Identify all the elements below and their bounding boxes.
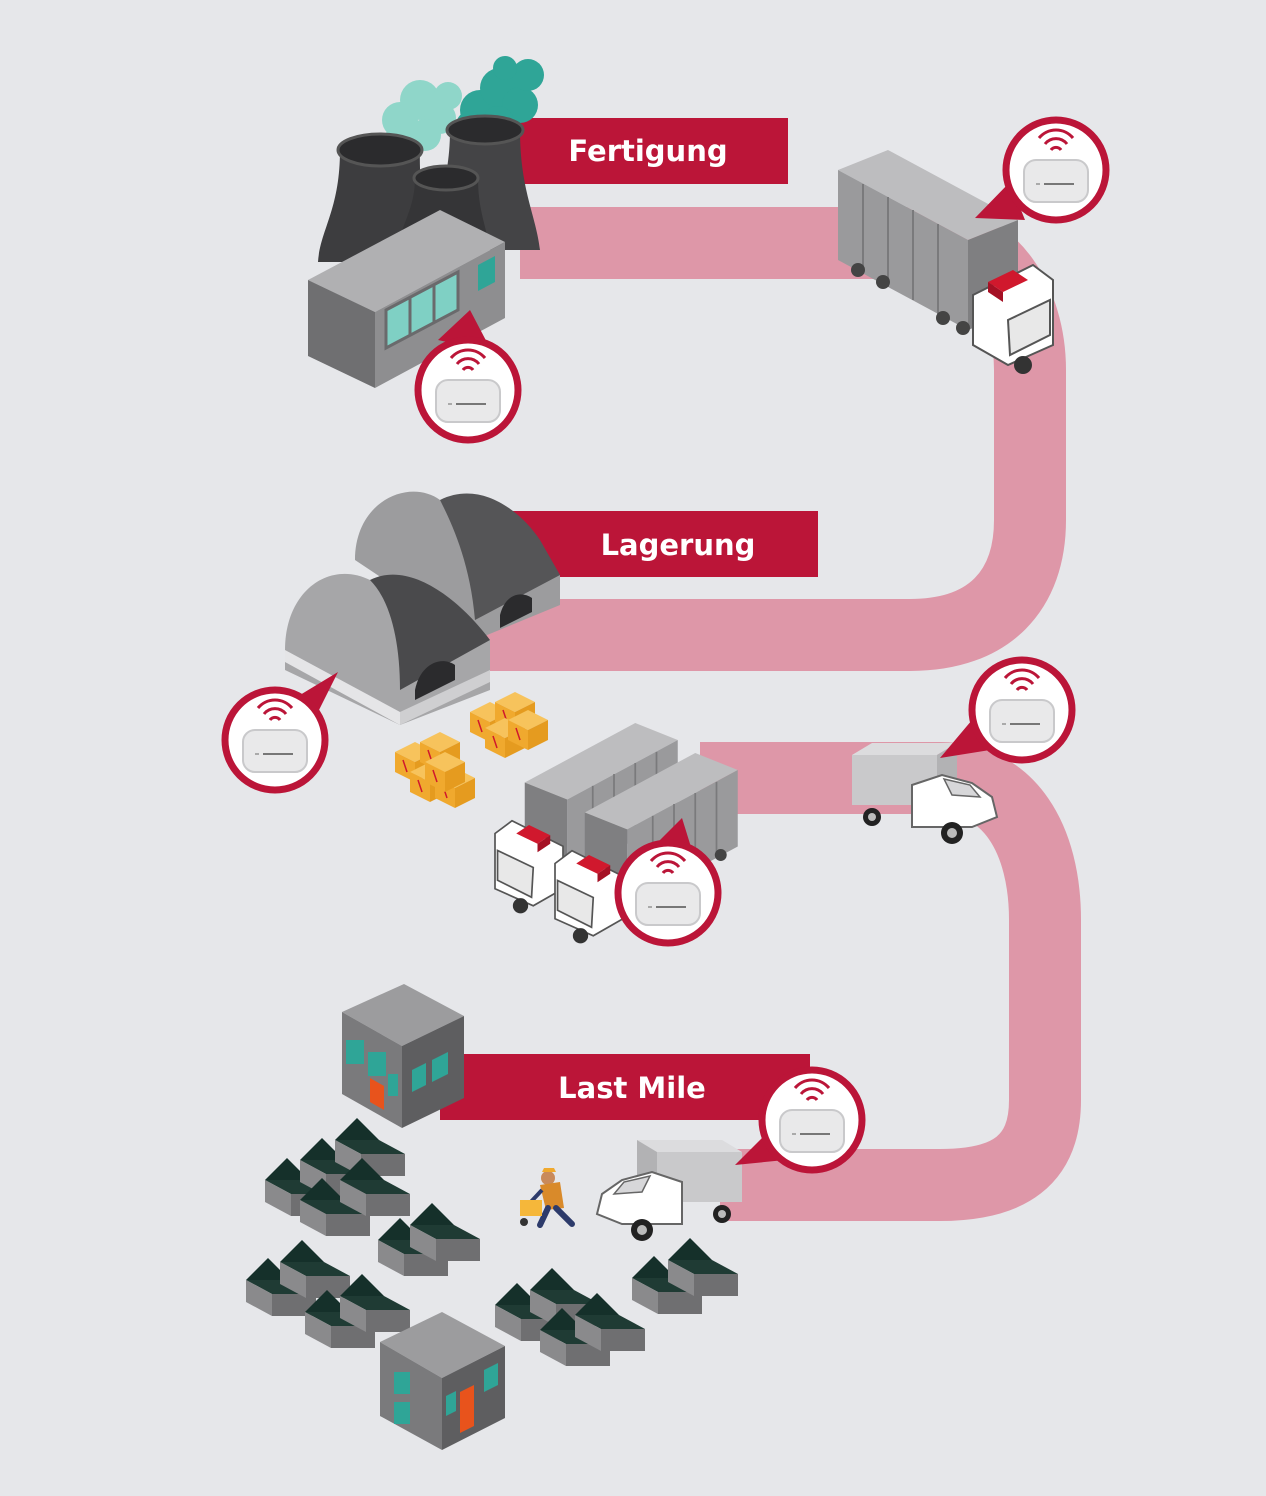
supply-chain-path [480, 207, 1081, 1221]
wireless-sensor-icon [225, 672, 338, 790]
wireless-sensor-icon [940, 660, 1072, 760]
courier-person-icon [520, 1168, 575, 1228]
wireless-sensor-icon [735, 1070, 862, 1170]
factory-icon [308, 56, 544, 388]
delivery-van-icon [596, 1139, 743, 1242]
wireless-sensor-icon [418, 310, 518, 440]
warehouse-icon [285, 491, 560, 725]
house-icon [495, 1268, 645, 1366]
office-building-icon [380, 1312, 505, 1450]
banner-fertigung: Fertigung [520, 118, 788, 184]
banner-last-mile: Last Mile [440, 1054, 810, 1120]
stage-label-last-mile: Last Mile [558, 1071, 706, 1105]
wireless-sensor-icon [618, 818, 718, 943]
office-building-icon [342, 984, 464, 1128]
stage-label-fertigung: Fertigung [568, 134, 727, 168]
wireless-sensor-icon [975, 120, 1106, 220]
house-icon [265, 1118, 410, 1236]
house-icon [632, 1238, 738, 1314]
stage-label-lagerung: Lagerung [601, 528, 756, 562]
